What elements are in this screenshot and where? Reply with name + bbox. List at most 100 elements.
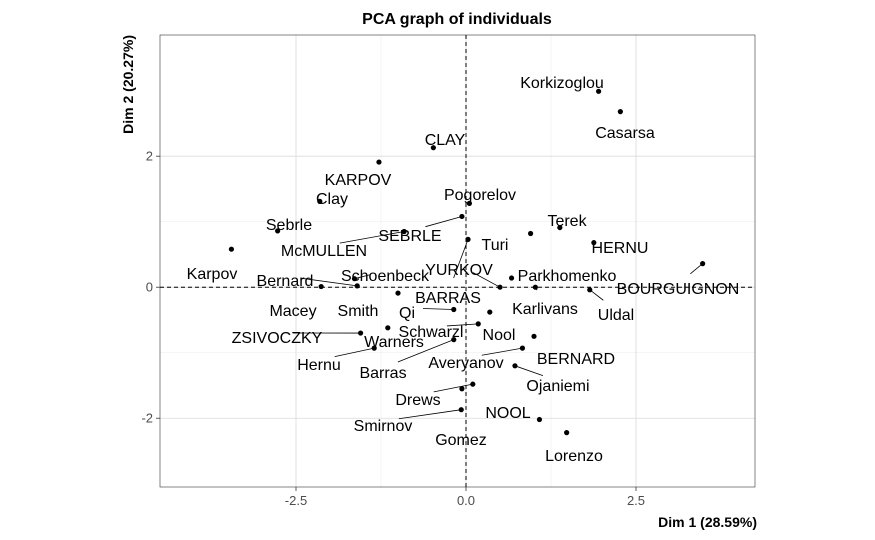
point-label: BERNARD [537,351,615,368]
point-label: HERNU [592,240,649,257]
reference-lines [160,35,755,487]
data-point [557,224,563,231]
leader-line [453,239,469,279]
data-point [512,363,518,369]
point-label: Qi [399,305,415,322]
data-point [475,321,481,327]
point-labels: Korkizoglou Casarsa CLAY KARPOV Clay Pogorelo… [187,75,740,465]
plot-panel-border [159,34,756,488]
leader-line [690,263,703,275]
data-point [451,306,457,313]
point-label: BARRAS [415,290,481,307]
point-label: CLAY [425,132,466,149]
data-point [358,330,364,336]
data-point [228,246,234,252]
point-label: Smith [338,303,379,320]
data-point [275,228,281,234]
point-label: Barras [359,365,406,382]
y-tick-label: 0 [146,280,153,295]
point-label: Bernard [257,273,314,290]
point-label: Uldal [598,307,634,324]
point-label: Averyanov [428,355,503,372]
data-point [354,283,360,289]
data-point [497,284,503,290]
x-tick-label: -2.5 [285,493,307,508]
data-point [385,325,391,331]
leader-line [334,347,375,358]
point-label: Schoenbeck [341,268,430,285]
data-point [519,345,526,351]
data-point [700,261,706,267]
data-point [532,284,538,290]
chart-title: PCA graph of individuals [362,11,552,28]
point-label: BOURGUIGNON [617,281,740,298]
y-tick-label: 2 [146,149,153,164]
point-label: Clay [316,191,348,208]
data-point [465,236,471,242]
data-point [466,200,472,206]
data-point [591,240,597,246]
data-point [451,337,457,343]
point-label: YURKOV [425,262,493,279]
data-point [564,430,570,436]
x-tick-label: 0.0 [457,493,475,508]
axis-ticks: -2.5 0.0 2.5 -2 0 2 [141,149,645,508]
point-label: Turi [482,237,509,254]
point-label: Macey [269,303,316,320]
data-point [531,333,537,339]
point-label: KARPOV [325,172,392,189]
data-point [395,290,401,296]
point-label: Smirnov [354,418,413,435]
data-point [508,275,515,281]
point-label: Korkizoglou [520,75,604,92]
leader-line [300,277,358,287]
data-point [458,407,464,413]
gridlines [160,35,755,487]
point-label: Lorenzo [545,448,603,465]
leader-line [589,289,604,301]
data-point [587,287,593,293]
data-point [459,386,465,392]
data-point [376,159,382,165]
leader-line [339,231,405,244]
data-points [228,88,706,436]
data-point [536,416,543,423]
data-point [430,145,436,151]
leader-line [481,347,523,356]
leader-line [446,323,479,327]
leader-line [422,308,454,310]
point-label: Karlivans [512,301,578,318]
point-label: Casarsa [595,125,655,142]
point-label: Hernu [297,357,341,374]
point-label: Terek [547,213,587,230]
data-point [351,276,358,282]
point-label: Parkhomenko [518,268,617,285]
point-label: Drews [395,392,440,409]
leader-line [398,409,462,420]
data-point [459,213,465,220]
point-label: Warners [364,334,424,351]
x-axis-title: Dim 1 (28.59%) [658,514,757,530]
point-label: Sebrle [266,217,312,234]
y-axis-title: Dim 2 (20.27%) [120,35,136,134]
data-point [528,230,534,237]
leader-line [425,216,463,228]
data-point [470,381,476,387]
point-label: SEBRLE [378,228,441,245]
point-label: Karpov [187,266,238,283]
data-point [487,309,493,315]
label-leader-lines [292,216,703,420]
point-label: ZSIVOCZKY [232,330,323,347]
point-label: Nool [483,327,516,344]
leader-line [397,339,454,363]
data-point [401,228,407,235]
leader-line [514,365,544,377]
data-point [318,283,324,290]
point-label: Gomez [435,432,487,449]
point-label: NOOL [485,405,530,422]
point-label: Pogorelov [444,187,516,204]
y-tick-label: -2 [141,411,153,426]
point-label: McMULLEN [281,243,367,260]
data-point [317,198,323,204]
